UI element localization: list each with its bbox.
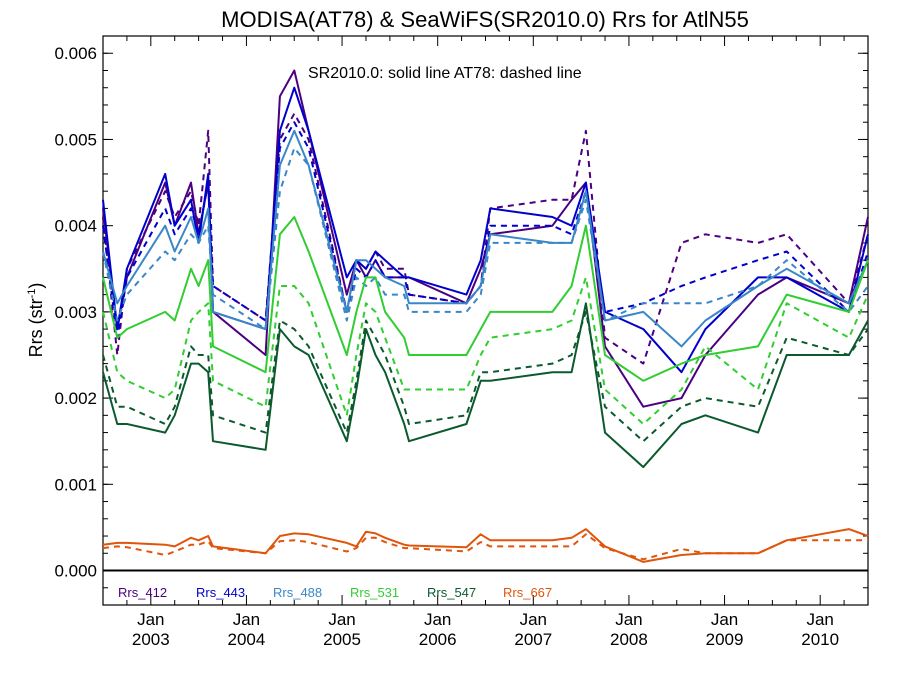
y-tick-label: 0.002	[54, 389, 97, 408]
x-tick-year: 2004	[228, 630, 266, 649]
series-line-rrs-547-solid	[102, 302, 869, 469]
x-tick-month: Jan	[328, 610, 355, 629]
series-line-rrs-667-dashed	[102, 533, 868, 561]
series-line-rrs-667-solid	[102, 528, 869, 563]
x-tick-year: 2010	[801, 630, 839, 649]
series-line-rrs-488-dashed	[102, 147, 869, 331]
y-tick-label: 0.004	[54, 217, 97, 236]
series-line-rrs-412-dashed	[102, 112, 869, 365]
x-tick-year: 2005	[323, 630, 361, 649]
x-tick-month: Jan	[806, 610, 833, 629]
line-style-annotation: SR2010.0: solid line AT78: dashed line	[308, 65, 582, 82]
series-layer	[102, 69, 869, 563]
series-line-rrs-547-dashed	[102, 310, 869, 443]
legend-item-rrs-443: Rrs_443	[196, 585, 245, 600]
legend-item-rrs-412: Rrs_412	[118, 585, 167, 600]
y-tick-label: 0.005	[54, 130, 97, 149]
y-axis-label: Rrs (str-1)	[26, 283, 46, 358]
x-tick-year: 2008	[610, 630, 648, 649]
x-tick-month: Jan	[615, 610, 642, 629]
series-line-rrs-443-dashed	[102, 121, 869, 339]
y-tick-label: 0.006	[54, 44, 97, 63]
y-axis: 0.000 0.001 0.002 0.003 0.004 0.005 0.006	[54, 35, 868, 606]
legend: Rrs_412 Rrs_443 Rrs_488 Rrs_531 Rrs_547 Rrs_6…	[118, 585, 552, 600]
x-tick-year: 2007	[514, 630, 552, 649]
y-tick-label: 0.001	[54, 475, 97, 494]
x-tick-year: 2003	[132, 630, 170, 649]
x-tick-month: Jan	[711, 610, 738, 629]
x-tick-month: Jan	[137, 610, 164, 629]
chart-title: MODISA(AT78) & SeaWiFS(SR2010.0) Rrs for…	[221, 7, 749, 32]
y-tick-label: 0.003	[54, 303, 97, 322]
y-tick-label: 0.000	[54, 562, 97, 581]
x-tick-month: Jan	[424, 610, 451, 629]
x-tick-year: 2009	[706, 630, 744, 649]
x-tick-month: Jan	[520, 610, 547, 629]
legend-item-rrs-531: Rrs_531	[350, 585, 399, 600]
series-line-rrs-531-solid	[102, 216, 869, 382]
legend-item-rrs-547: Rrs_547	[427, 585, 476, 600]
series-line-rrs-488-solid	[102, 129, 869, 348]
x-tick-year: 2006	[419, 630, 457, 649]
series-line-rrs-443-solid	[102, 86, 869, 374]
legend-item-rrs-488: Rrs_488	[273, 585, 322, 600]
x-axis: Jan2003Jan2004Jan2005Jan2006Jan2007Jan20…	[102, 36, 869, 649]
x-tick-month: Jan	[233, 610, 260, 629]
legend-item-rrs-667: Rrs_667	[503, 585, 552, 600]
